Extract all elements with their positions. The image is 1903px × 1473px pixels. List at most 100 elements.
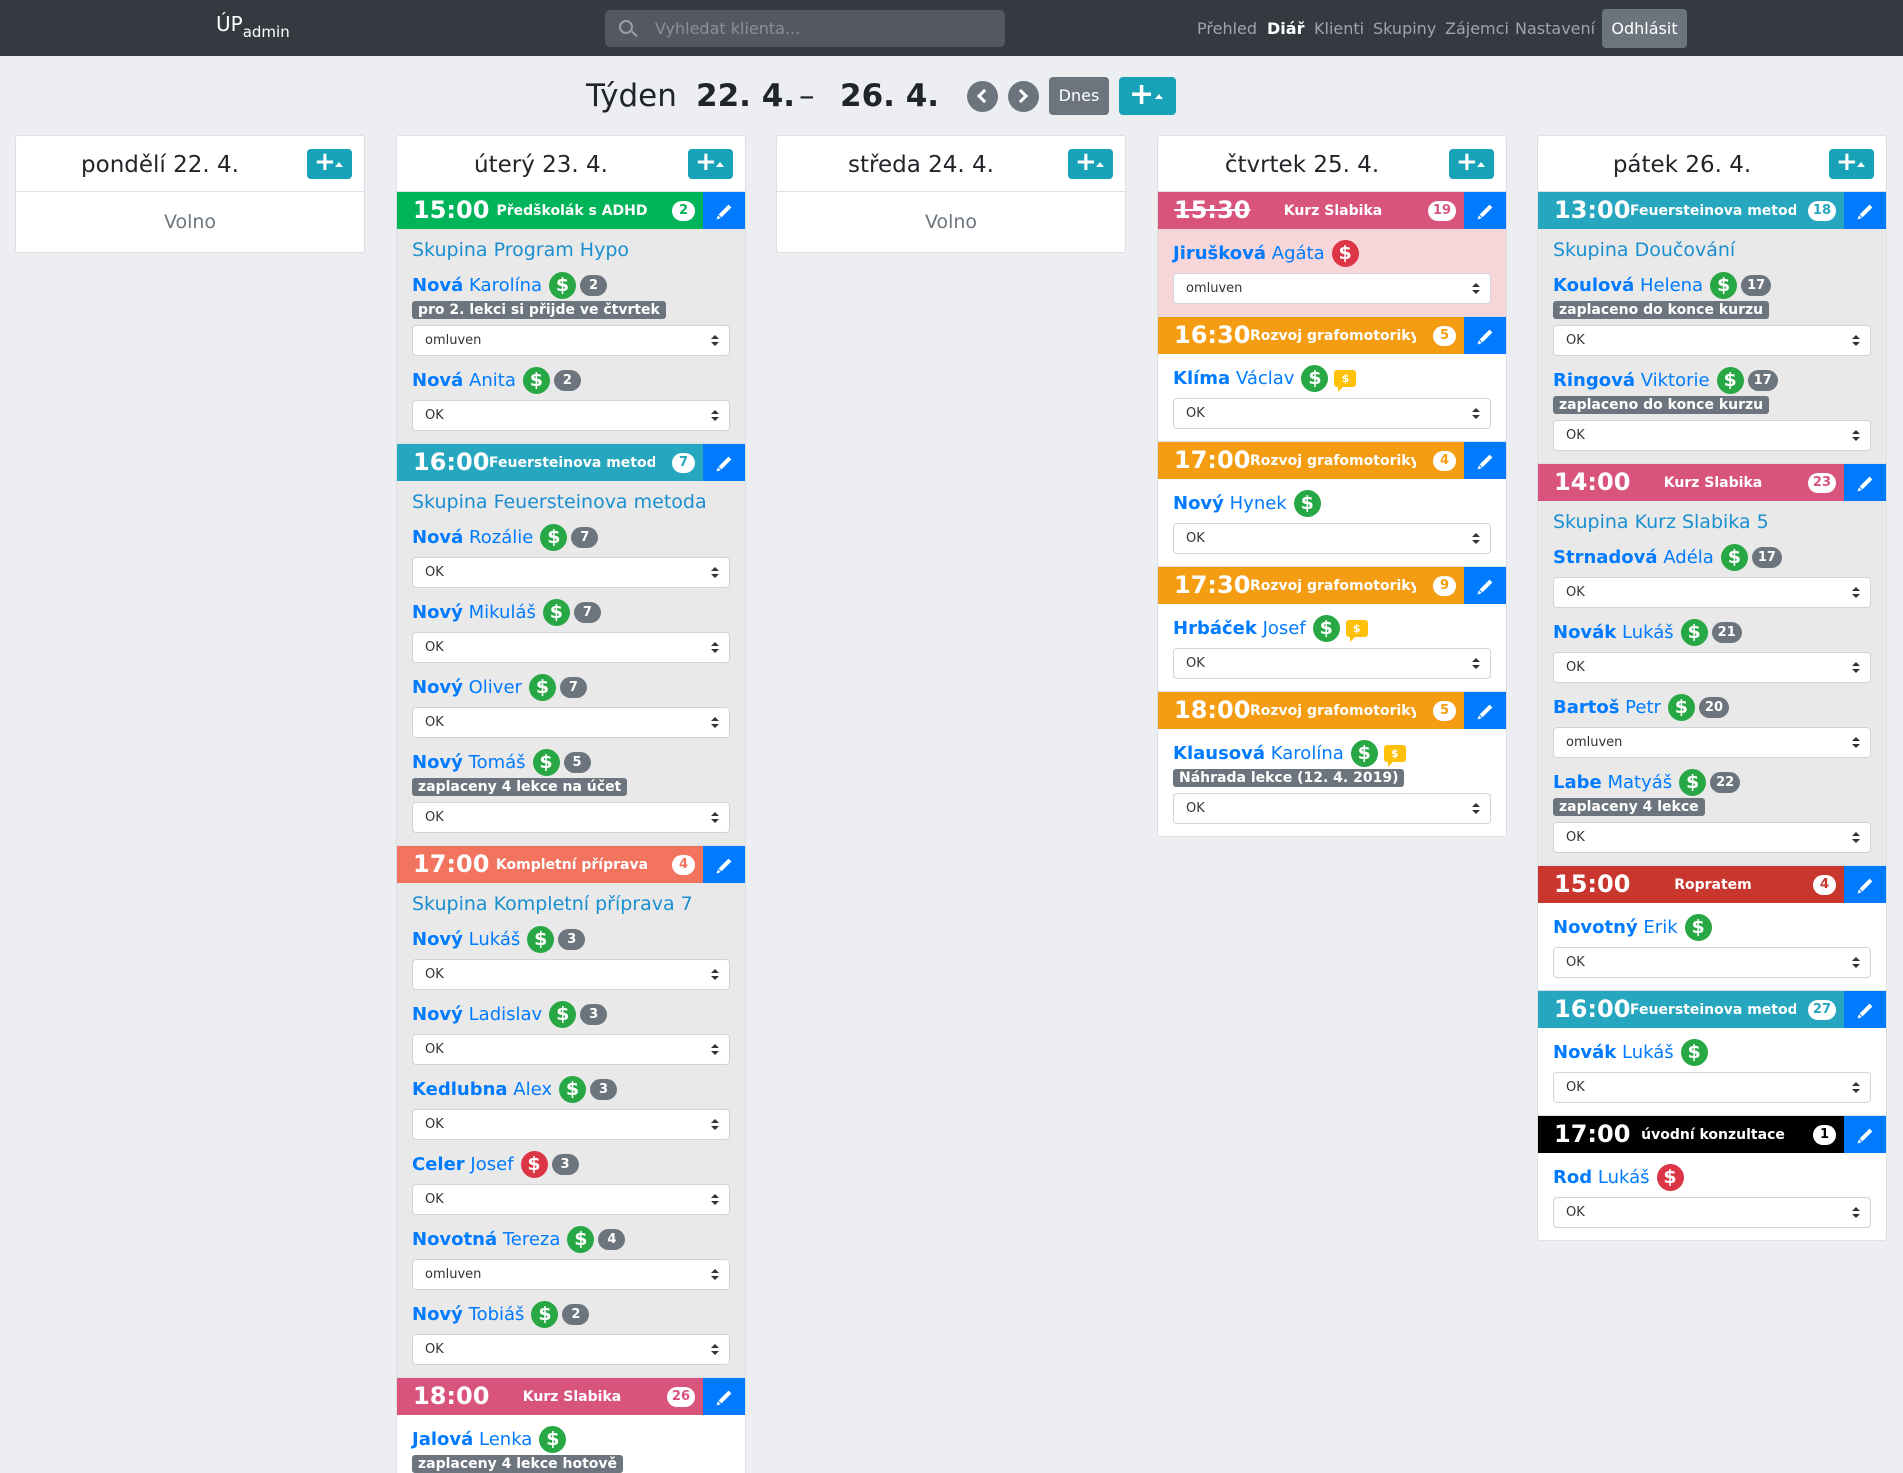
student-name-link[interactable]: Nový Ladislav: [412, 1004, 542, 1025]
edit-lesson-button[interactable]: [703, 192, 745, 229]
edit-lesson-button[interactable]: [1464, 692, 1506, 729]
student-name-link[interactable]: Nový Oliver: [412, 677, 522, 698]
payment-dollar-icon[interactable]: $: [527, 925, 555, 953]
lesson-header[interactable]: 17:00 úvodní konzultace 1: [1538, 1116, 1886, 1153]
lesson-header[interactable]: 14:00 Kurz Slabika 23: [1538, 464, 1886, 501]
add-lesson-day-button[interactable]: +: [1829, 147, 1874, 179]
payment-dollar-icon[interactable]: $: [531, 1300, 559, 1328]
add-lesson-button[interactable]: +: [1119, 77, 1176, 115]
payment-dollar-icon[interactable]: $: [1331, 239, 1359, 267]
student-name-link[interactable]: Klausová Karolína: [1173, 743, 1344, 764]
group-link[interactable]: Skupina Feuersteinova metoda: [412, 491, 707, 513]
group-link[interactable]: Skupina Kompletní příprava 7: [412, 893, 693, 915]
student-name-link[interactable]: Jalová Lenka: [412, 1429, 532, 1450]
add-lesson-day-button[interactable]: +: [1068, 147, 1113, 179]
student-name-link[interactable]: Nový Tomáš: [412, 752, 526, 773]
lesson-header[interactable]: 15:30 Kurz Slabika 19: [1158, 192, 1506, 229]
attendance-select[interactable]: omluven: [412, 1259, 730, 1290]
payment-dollar-icon[interactable]: $: [539, 1425, 567, 1453]
student-name-link[interactable]: Nový Tobiáš: [412, 1304, 524, 1325]
attendance-select[interactable]: OK: [1553, 577, 1871, 608]
attendance-select[interactable]: OK: [1173, 793, 1491, 824]
lesson-header[interactable]: 17:30 Rozvoj grafomotoriky 9: [1158, 567, 1506, 604]
payment-dollar-icon[interactable]: $: [1350, 739, 1378, 767]
nav-link-klienti[interactable]: Klienti: [1314, 19, 1365, 38]
attendance-select[interactable]: OK: [1553, 420, 1871, 451]
student-name-link[interactable]: Jirušková Agáta: [1173, 243, 1325, 264]
edit-lesson-button[interactable]: [703, 1378, 745, 1415]
attendance-select[interactable]: OK: [412, 1334, 730, 1365]
attendance-select[interactable]: OK: [1553, 822, 1871, 853]
attendance-select[interactable]: OK: [1553, 652, 1871, 683]
edit-lesson-button[interactable]: [1844, 866, 1886, 903]
payment-note-icon[interactable]: $: [1345, 619, 1368, 642]
student-name-link[interactable]: Klíma Václav: [1173, 368, 1294, 389]
student-name-link[interactable]: Celer Josef: [412, 1154, 514, 1175]
add-lesson-day-button[interactable]: +: [688, 147, 733, 179]
payment-dollar-icon[interactable]: $: [1720, 543, 1748, 571]
student-name-link[interactable]: Nová Anita: [412, 370, 516, 391]
edit-lesson-button[interactable]: [1844, 192, 1886, 229]
today-button[interactable]: Dnes: [1049, 77, 1109, 115]
logout-button[interactable]: Odhlásit: [1602, 9, 1687, 48]
student-name-link[interactable]: Hrbáček Josef: [1173, 618, 1306, 639]
student-name-link[interactable]: Novotný Erik: [1553, 917, 1678, 938]
payment-dollar-icon[interactable]: $: [549, 271, 577, 299]
student-name-link[interactable]: Novák Lukáš: [1553, 1042, 1674, 1063]
add-lesson-day-button[interactable]: +: [1449, 147, 1494, 179]
group-link[interactable]: Skupina Program Hypo: [412, 239, 630, 261]
student-name-link[interactable]: Nový Mikuláš: [412, 602, 536, 623]
student-name-link[interactable]: Labe Matyáš: [1553, 772, 1672, 793]
payment-dollar-icon[interactable]: $: [520, 1150, 548, 1178]
student-name-link[interactable]: Strnadová Adéla: [1553, 547, 1714, 568]
attendance-select[interactable]: omluven: [1553, 727, 1871, 758]
attendance-select[interactable]: OK: [412, 632, 730, 663]
attendance-select[interactable]: OK: [412, 1034, 730, 1065]
payment-note-icon[interactable]: $: [1383, 744, 1406, 767]
edit-lesson-button[interactable]: [1464, 317, 1506, 354]
edit-lesson-button[interactable]: [1464, 567, 1506, 604]
student-name-link[interactable]: Novotná Tereza: [412, 1229, 560, 1250]
student-name-link[interactable]: Nová Karolína: [412, 275, 542, 296]
attendance-select[interactable]: OK: [412, 707, 730, 738]
brand-logo[interactable]: ÚPadmin: [216, 12, 290, 41]
payment-dollar-icon[interactable]: $: [528, 673, 556, 701]
add-lesson-day-button[interactable]: +: [307, 147, 352, 179]
payment-dollar-icon[interactable]: $: [1679, 768, 1707, 796]
payment-dollar-icon[interactable]: $: [1667, 693, 1695, 721]
group-link[interactable]: Skupina Kurz Slabika 5: [1553, 511, 1769, 533]
edit-lesson-button[interactable]: [1844, 991, 1886, 1028]
lesson-header[interactable]: 17:00 Kompletní příprava 4: [397, 846, 745, 883]
attendance-select[interactable]: OK: [412, 1184, 730, 1215]
student-name-link[interactable]: Novák Lukáš: [1553, 622, 1674, 643]
payment-note-icon[interactable]: $: [1334, 369, 1357, 392]
prev-week-button[interactable]: [967, 81, 998, 112]
student-name-link[interactable]: Rod Lukáš: [1553, 1167, 1650, 1188]
attendance-select[interactable]: OK: [412, 959, 730, 990]
edit-lesson-button[interactable]: [1464, 192, 1506, 229]
attendance-select[interactable]: omluven: [1173, 273, 1491, 304]
student-name-link[interactable]: Kedlubna Alex: [412, 1079, 552, 1100]
edit-lesson-button[interactable]: [703, 444, 745, 481]
payment-dollar-icon[interactable]: $: [567, 1225, 595, 1253]
edit-lesson-button[interactable]: [703, 846, 745, 883]
attendance-select[interactable]: OK: [1553, 1072, 1871, 1103]
payment-dollar-icon[interactable]: $: [1293, 489, 1321, 517]
payment-dollar-icon[interactable]: $: [1301, 364, 1329, 392]
next-week-button[interactable]: [1008, 81, 1039, 112]
payment-dollar-icon[interactable]: $: [1716, 366, 1744, 394]
lesson-header[interactable]: 18:00 Kurz Slabika 26: [397, 1378, 745, 1415]
attendance-select[interactable]: omluven: [412, 325, 730, 356]
attendance-select[interactable]: OK: [1173, 398, 1491, 429]
nav-link-prehled[interactable]: Přehled: [1197, 19, 1258, 38]
payment-dollar-icon[interactable]: $: [549, 1000, 577, 1028]
nav-link-diar[interactable]: Diář: [1267, 19, 1305, 38]
edit-lesson-button[interactable]: [1464, 442, 1506, 479]
lesson-header[interactable]: 17:00 Rozvoj grafomotoriky 4: [1158, 442, 1506, 479]
attendance-select[interactable]: OK: [412, 400, 730, 431]
lesson-header[interactable]: 15:00 Předškolák s ADHD 2: [397, 192, 745, 229]
attendance-select[interactable]: OK: [1553, 325, 1871, 356]
attendance-select[interactable]: OK: [1553, 947, 1871, 978]
attendance-select[interactable]: OK: [412, 1109, 730, 1140]
payment-dollar-icon[interactable]: $: [540, 523, 568, 551]
